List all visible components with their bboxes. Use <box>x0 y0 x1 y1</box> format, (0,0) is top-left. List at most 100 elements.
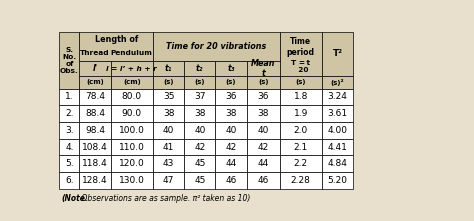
Bar <box>280 172 322 189</box>
Bar <box>110 172 153 189</box>
Text: 90.0: 90.0 <box>122 109 142 118</box>
Bar <box>80 61 111 76</box>
Bar <box>246 155 280 172</box>
Text: 80.0: 80.0 <box>122 92 142 101</box>
Bar <box>110 76 153 89</box>
Text: 108.4: 108.4 <box>82 143 108 152</box>
Text: 6.: 6. <box>65 176 73 185</box>
Text: (Note.: (Note. <box>61 194 88 203</box>
Text: Thread: Thread <box>80 50 110 56</box>
Bar <box>153 89 184 105</box>
Bar <box>280 32 322 76</box>
Text: 3.: 3. <box>65 126 73 135</box>
Text: 130.0: 130.0 <box>119 176 145 185</box>
Text: 43: 43 <box>163 159 174 168</box>
Bar <box>184 61 215 76</box>
Bar <box>110 139 153 155</box>
Text: t₂: t₂ <box>196 64 203 73</box>
Bar <box>215 61 246 76</box>
Text: l = l’ + h + r: l = l’ + h + r <box>107 66 157 72</box>
Text: 3.61: 3.61 <box>328 109 347 118</box>
Text: Length of: Length of <box>94 35 138 44</box>
Bar <box>59 105 80 122</box>
Bar <box>246 172 280 189</box>
Text: 4.00: 4.00 <box>328 126 347 135</box>
Text: 45: 45 <box>194 159 205 168</box>
Bar <box>280 89 322 105</box>
Text: 40: 40 <box>257 126 269 135</box>
Bar <box>153 122 184 139</box>
Bar <box>153 32 280 61</box>
Bar <box>322 76 353 89</box>
Text: S.
No.
of
Obs.: S. No. of Obs. <box>60 47 79 74</box>
Bar <box>59 139 80 155</box>
Bar <box>80 89 111 105</box>
Bar <box>280 139 322 155</box>
Bar <box>215 172 246 189</box>
Text: 4.84: 4.84 <box>328 159 347 168</box>
Text: 42: 42 <box>225 143 237 152</box>
Bar <box>322 122 353 139</box>
Text: Observations are as sample. π² taken as 10): Observations are as sample. π² taken as … <box>80 194 251 203</box>
Text: T²: T² <box>333 49 343 58</box>
Text: 45: 45 <box>194 176 205 185</box>
Text: Mean
t: Mean t <box>251 59 275 78</box>
Text: (s)²: (s)² <box>331 79 344 86</box>
Bar <box>153 105 184 122</box>
Bar <box>59 155 80 172</box>
Bar <box>110 61 153 76</box>
Bar <box>322 139 353 155</box>
Text: 42: 42 <box>257 143 269 152</box>
Text: 41: 41 <box>163 143 174 152</box>
Text: (cm): (cm) <box>123 79 141 85</box>
Bar <box>184 122 215 139</box>
Bar <box>80 122 111 139</box>
Text: (s): (s) <box>295 79 306 85</box>
Bar <box>215 122 246 139</box>
Bar <box>184 172 215 189</box>
Text: 2.: 2. <box>65 109 73 118</box>
Bar <box>59 89 80 105</box>
Bar <box>322 172 353 189</box>
Bar <box>153 61 184 76</box>
Text: 3.24: 3.24 <box>328 92 347 101</box>
Text: l': l' <box>92 64 98 73</box>
Text: (s): (s) <box>258 79 268 85</box>
Text: Pendulum: Pendulum <box>111 50 153 56</box>
Bar <box>110 105 153 122</box>
Bar <box>322 105 353 122</box>
Text: 35: 35 <box>163 92 174 101</box>
Bar <box>80 172 111 189</box>
Bar <box>110 122 153 139</box>
Text: 120.0: 120.0 <box>119 159 145 168</box>
Text: T = t
  20: T = t 20 <box>291 60 310 73</box>
Text: 2.2: 2.2 <box>294 159 308 168</box>
Bar <box>184 155 215 172</box>
Text: 128.4: 128.4 <box>82 176 108 185</box>
Bar <box>59 32 80 89</box>
Bar <box>215 105 246 122</box>
Text: 88.4: 88.4 <box>85 109 105 118</box>
Text: (s): (s) <box>226 79 236 85</box>
Bar <box>153 172 184 189</box>
Bar <box>280 105 322 122</box>
Text: 44: 44 <box>257 159 269 168</box>
Bar <box>215 139 246 155</box>
Text: 78.4: 78.4 <box>85 92 105 101</box>
Bar <box>322 32 353 76</box>
Text: 46: 46 <box>225 176 237 185</box>
Text: 36: 36 <box>257 92 269 101</box>
Text: 38: 38 <box>257 109 269 118</box>
Text: 40: 40 <box>225 126 237 135</box>
Text: 46: 46 <box>257 176 269 185</box>
Bar <box>80 76 111 89</box>
Text: t₁: t₁ <box>165 64 172 73</box>
Bar <box>280 155 322 172</box>
Text: (s): (s) <box>194 79 205 85</box>
Text: 4.: 4. <box>65 143 73 152</box>
Bar <box>322 89 353 105</box>
Bar <box>215 89 246 105</box>
Bar <box>110 155 153 172</box>
Text: Time for 20 vibrations: Time for 20 vibrations <box>166 42 266 51</box>
Text: (s): (s) <box>163 79 174 85</box>
